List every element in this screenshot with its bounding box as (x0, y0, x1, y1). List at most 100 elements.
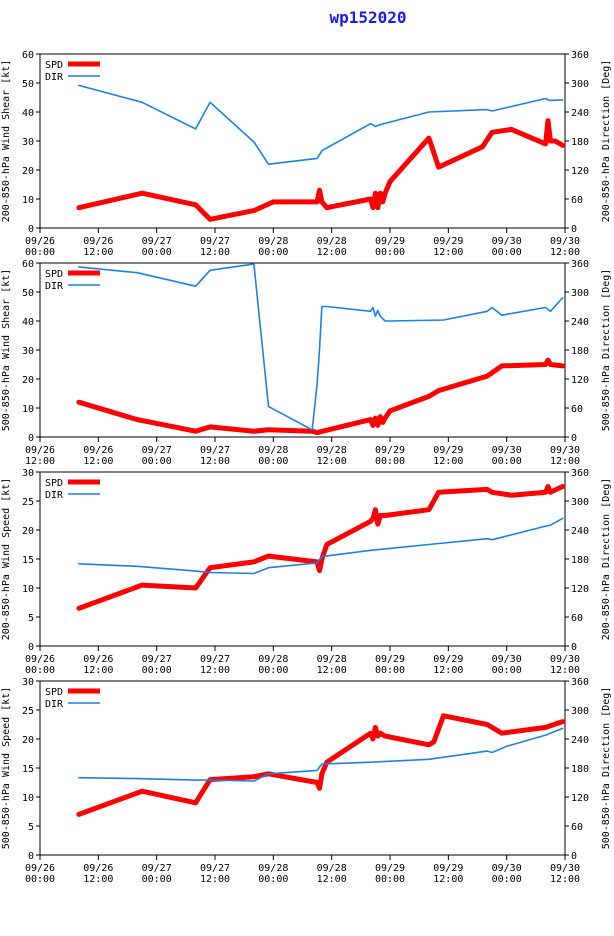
plot-frame (39, 680, 566, 856)
left-tick-label: 20 (22, 526, 34, 537)
chart-2: 010203040506006012018024030036009/2612:0… (1, 259, 612, 467)
left-tick-label: 15 (22, 764, 34, 775)
x-tick-label-time: 12:00 (317, 665, 347, 676)
left-tick-label: 0 (28, 851, 34, 862)
spd-series-line (76, 484, 566, 611)
right-tick-label: 120 (571, 375, 589, 386)
left-tick-label: 60 (22, 50, 34, 61)
left-tick-label: 60 (22, 259, 34, 270)
plot-frame (39, 262, 566, 438)
x-tick-label-time: 12:00 (550, 874, 580, 885)
x-tick-label-time: 12:00 (83, 456, 113, 467)
left-tick-label: 10 (22, 195, 34, 206)
right-tick-label: 240 (571, 735, 589, 746)
x-tick-label-time: 00:00 (258, 247, 288, 258)
x-tick-label-date: 09/29 (375, 863, 405, 874)
left-tick-label: 10 (22, 404, 34, 415)
dir-series-line (78, 727, 564, 782)
x-tick-label-time: 12:00 (433, 874, 463, 885)
left-tick-label: 5 (28, 613, 34, 624)
legend-label-spd: SPD (45, 60, 63, 71)
right-tick-label: 120 (571, 793, 589, 804)
x-tick-label-date: 09/29 (433, 654, 463, 665)
x-tick-label-date: 09/30 (492, 654, 522, 665)
right-tick-label: 180 (571, 555, 589, 566)
y-axis-label: 500-850-hPa Wind Speed [kt] (1, 687, 12, 850)
x-tick-label-time: 12:00 (433, 665, 463, 676)
left-tick-label: 0 (28, 642, 34, 653)
right-tick-label: 360 (571, 50, 589, 61)
x-tick-label-time: 00:00 (142, 665, 172, 676)
x-tick-label-time: 00:00 (375, 665, 405, 676)
x-tick-label-time: 12:00 (317, 874, 347, 885)
chart-4: 05101520253006012018024030036009/2600:00… (1, 677, 612, 885)
x-tick-label-date: 09/30 (492, 863, 522, 874)
right-tick-label: 240 (571, 317, 589, 328)
x-tick-label-time: 12:00 (550, 665, 580, 676)
right-tick-label: 0 (571, 851, 577, 862)
x-tick-label-time: 00:00 (375, 874, 405, 885)
right-tick-label: 300 (571, 706, 589, 717)
x-tick-label-date: 09/30 (550, 863, 580, 874)
spd-series-line (76, 118, 566, 222)
left-tick-label: 0 (28, 433, 34, 444)
x-tick-label-time: 12:00 (433, 456, 463, 467)
right-tick-label: 360 (571, 468, 589, 479)
x-tick-label-date: 09/28 (258, 445, 288, 456)
y2-axis-label: 500-850-hPa Direction [Deg] (601, 687, 612, 850)
x-tick-label-date: 09/27 (200, 654, 230, 665)
right-tick-label: 300 (571, 288, 589, 299)
x-tick-label-time: 00:00 (492, 874, 522, 885)
legend-label-dir: DIR (45, 490, 64, 501)
right-tick-label: 60 (571, 404, 583, 415)
x-tick-label-time: 12:00 (550, 247, 580, 258)
x-tick-label-date: 09/29 (433, 445, 463, 456)
x-tick-label-time: 00:00 (258, 665, 288, 676)
spd-series-line (76, 357, 566, 436)
right-tick-label: 180 (571, 346, 589, 357)
x-tick-label-date: 09/28 (258, 863, 288, 874)
x-tick-label-date: 09/28 (317, 654, 347, 665)
x-tick-label-time: 12:00 (550, 456, 580, 467)
x-tick-label-date: 09/30 (550, 654, 580, 665)
legend-label-spd: SPD (45, 478, 63, 489)
right-tick-label: 360 (571, 259, 589, 270)
right-tick-label: 120 (571, 584, 589, 595)
y-axis-label: 500-850-hPa Wind Shear [kt] (1, 269, 12, 432)
x-tick-label-time: 00:00 (492, 665, 522, 676)
x-tick-label-time: 00:00 (142, 874, 172, 885)
x-tick-label-date: 09/27 (142, 445, 172, 456)
x-tick-label-date: 09/30 (550, 236, 580, 247)
right-tick-label: 0 (571, 642, 577, 653)
y2-axis-label: 200-850-hPa Direction [Deg] (601, 60, 612, 223)
x-tick-label-time: 00:00 (25, 874, 55, 885)
x-tick-label-time: 12:00 (200, 247, 230, 258)
right-tick-label: 60 (571, 195, 583, 206)
x-tick-label-date: 09/27 (142, 654, 172, 665)
dir-series-line (78, 263, 564, 431)
x-tick-label-time: 12:00 (317, 456, 347, 467)
x-tick-label-date: 09/29 (433, 863, 463, 874)
spd-series-line (76, 713, 566, 817)
left-tick-label: 40 (22, 317, 34, 328)
left-tick-label: 25 (22, 497, 34, 508)
right-tick-label: 120 (571, 166, 589, 177)
left-tick-label: 30 (22, 677, 34, 688)
x-tick-label-time: 00:00 (375, 456, 405, 467)
x-tick-label-time: 00:00 (142, 456, 172, 467)
y2-axis-label: 200-850-hPa Direction [Deg] (601, 478, 612, 641)
y-axis-label: 200-850-hPa Wind Speed [kt] (1, 478, 12, 641)
left-tick-label: 15 (22, 555, 34, 566)
left-tick-label: 40 (22, 108, 34, 119)
right-tick-label: 180 (571, 764, 589, 775)
left-tick-label: 0 (28, 224, 34, 235)
x-tick-label-time: 00:00 (375, 247, 405, 258)
x-tick-label-date: 09/28 (317, 236, 347, 247)
x-tick-label-time: 00:00 (258, 874, 288, 885)
left-tick-label: 50 (22, 79, 34, 90)
x-tick-label-date: 09/28 (317, 445, 347, 456)
legend-label-spd: SPD (45, 269, 63, 280)
left-tick-label: 20 (22, 375, 34, 386)
x-tick-label-time: 00:00 (25, 247, 55, 258)
x-tick-label-time: 12:00 (83, 665, 113, 676)
